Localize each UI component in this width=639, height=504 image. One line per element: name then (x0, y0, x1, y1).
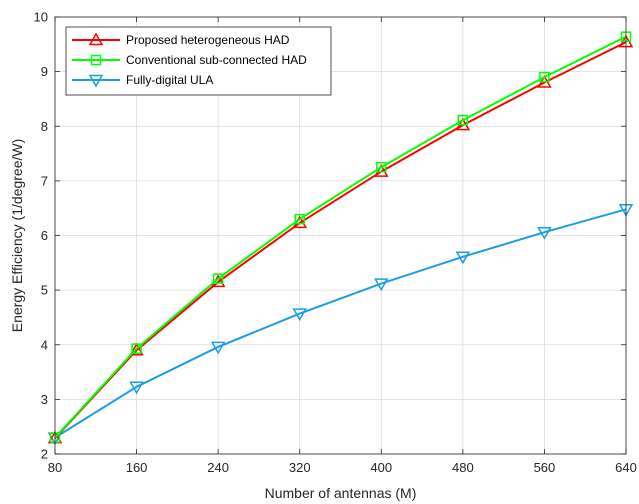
y-tick-label: 3 (41, 392, 48, 407)
y-tick-label: 8 (41, 119, 48, 134)
series-line (54, 208, 627, 439)
x-tick-label: 320 (289, 460, 311, 475)
legend-marker (88, 74, 104, 88)
y-tick-label: 9 (41, 64, 48, 79)
x-tick-label: 560 (534, 460, 556, 475)
axis-ticks: 80 160 240 320 400 480 560 640 2 3 4 5 6 7 8 9 10 (34, 10, 637, 476)
data-point-marker (537, 226, 552, 240)
series-line (54, 35, 627, 439)
data-point-marker (292, 308, 308, 322)
series-1 (49, 31, 632, 443)
legend-marker (88, 32, 104, 46)
series-line (54, 41, 627, 439)
y-tick-label: 5 (41, 283, 48, 298)
x-tick-label: 80 (48, 460, 62, 475)
x-tick-label: 400 (370, 460, 392, 475)
legend-marker (90, 54, 102, 66)
x-tick-label: 240 (207, 460, 229, 475)
data-point-marker (373, 278, 389, 292)
data-point-marker (294, 213, 305, 225)
data-series (47, 31, 634, 446)
y-tick-label: 10 (34, 10, 48, 25)
data-point-marker (376, 161, 387, 173)
legend-label: Conventional sub-connected HAD (126, 53, 307, 67)
y-axis-label: Energy Efficiency (1/degree/W) (9, 139, 25, 333)
data-point-marker (455, 251, 471, 265)
data-point-marker (131, 343, 142, 354)
data-point-marker (212, 273, 224, 284)
legend: Proposed heterogeneous HAD Conventional s… (65, 26, 332, 96)
data-point-marker (457, 114, 469, 126)
y-tick-label: 6 (41, 228, 48, 243)
x-axis-label: Number of antennas (M) (265, 485, 417, 501)
y-tick-label: 7 (41, 173, 48, 188)
y-tick-label: 2 (41, 447, 48, 462)
data-point-marker (210, 341, 226, 355)
legend-label: Proposed heterogeneous HAD (126, 33, 290, 47)
data-point-marker (129, 381, 144, 395)
x-tick-label: 640 (615, 460, 637, 475)
data-point-marker (129, 342, 144, 356)
legend-label: Fully-digital ULA (126, 73, 213, 87)
data-point-marker (373, 164, 389, 177)
data-point-marker (539, 71, 550, 83)
x-tick-label: 160 (126, 460, 148, 475)
x-tick-label: 480 (452, 460, 474, 475)
y-tick-label: 4 (41, 337, 48, 352)
